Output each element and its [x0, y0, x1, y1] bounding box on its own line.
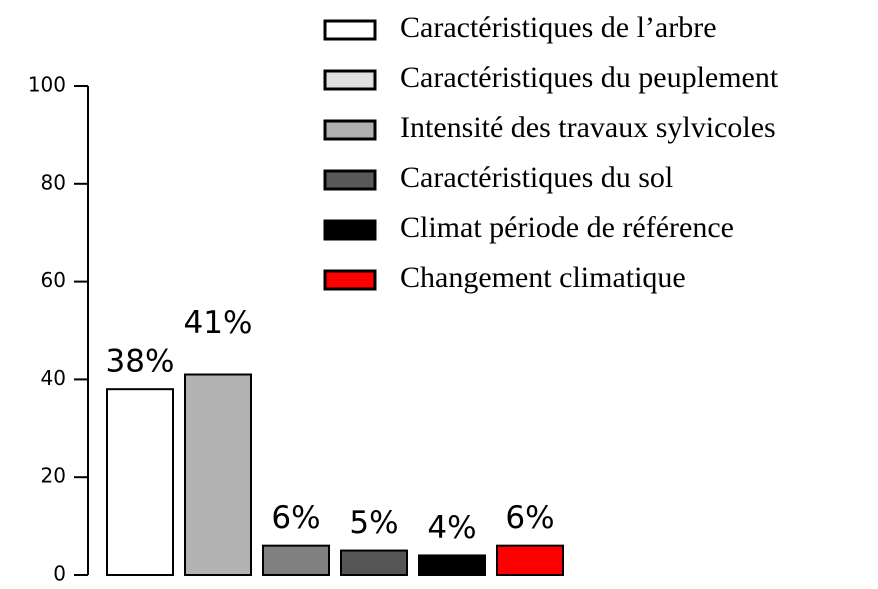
legend-label: Intensité des travaux sylvicoles	[400, 111, 776, 144]
legend-swatch	[323, 69, 377, 91]
legend-swatch	[323, 219, 377, 241]
y-tick-label: 100	[28, 73, 66, 97]
legend-swatch	[323, 269, 377, 291]
value-label: 5%	[349, 505, 398, 541]
bar	[496, 544, 564, 576]
value-label: 38%	[106, 344, 175, 380]
legend-label: Changement climatique	[400, 261, 686, 294]
legend-swatch	[323, 19, 377, 41]
legend-swatch	[323, 169, 377, 191]
y-tick-label: 20	[41, 464, 66, 488]
legend-label: Caractéristiques de l’arbre	[400, 11, 717, 44]
bar	[418, 554, 486, 577]
legend-label: Caractéristiques du peuplement	[400, 61, 779, 94]
y-tick-label: 40	[41, 366, 66, 390]
bar	[262, 544, 330, 576]
bar	[340, 549, 408, 576]
value-label: 41%	[184, 305, 253, 341]
legend-label: Climat période de référence	[400, 211, 734, 244]
bar	[106, 388, 174, 576]
legend-swatch	[323, 119, 377, 141]
legend-label: Caractéristiques du sol	[400, 161, 673, 194]
bar	[184, 373, 252, 577]
y-tick-label: 0	[53, 562, 66, 586]
y-tick-label: 80	[41, 170, 66, 194]
value-label: 6%	[505, 500, 554, 536]
y-tick-label: 60	[41, 268, 66, 292]
value-label: 4%	[427, 510, 476, 546]
value-label: 6%	[271, 500, 320, 536]
